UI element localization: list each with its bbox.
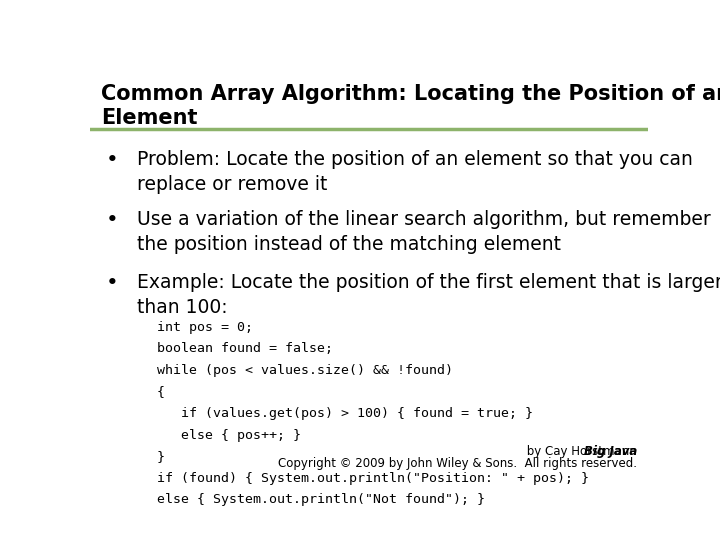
Text: else { System.out.println("Not found"); }: else { System.out.println("Not found"); … <box>157 494 485 507</box>
Text: while (pos < values.size() && !found): while (pos < values.size() && !found) <box>157 364 453 377</box>
Text: if (found) { System.out.println("Position: " + pos); }: if (found) { System.out.println("Positio… <box>157 472 589 485</box>
Text: Example: Locate the position of the first element that is larger
than 100:: Example: Locate the position of the firs… <box>138 273 720 316</box>
Text: •: • <box>106 150 119 170</box>
Text: int pos = 0;: int pos = 0; <box>157 321 253 334</box>
Text: •: • <box>106 210 119 231</box>
Text: by Cay Horstmann: by Cay Horstmann <box>523 445 637 458</box>
Text: •: • <box>106 273 119 293</box>
Text: Common Array Algorithm: Locating the Position of an
Element: Common Array Algorithm: Locating the Pos… <box>101 84 720 129</box>
Text: else { pos++; }: else { pos++; } <box>157 429 301 442</box>
Text: }: } <box>157 450 165 463</box>
Text: Use a variation of the linear search algorithm, but remember
the position instea: Use a variation of the linear search alg… <box>138 210 711 254</box>
Text: boolean found = false;: boolean found = false; <box>157 342 333 355</box>
Text: Problem: Locate the position of an element so that you can
replace or remove it: Problem: Locate the position of an eleme… <box>138 150 693 194</box>
Text: Big Java: Big Java <box>584 445 637 458</box>
Text: {: { <box>157 386 165 399</box>
Text: if (values.get(pos) > 100) { found = true; }: if (values.get(pos) > 100) { found = tru… <box>157 407 533 420</box>
Text: Copyright © 2009 by John Wiley & Sons.  All rights reserved.: Copyright © 2009 by John Wiley & Sons. A… <box>278 457 637 470</box>
